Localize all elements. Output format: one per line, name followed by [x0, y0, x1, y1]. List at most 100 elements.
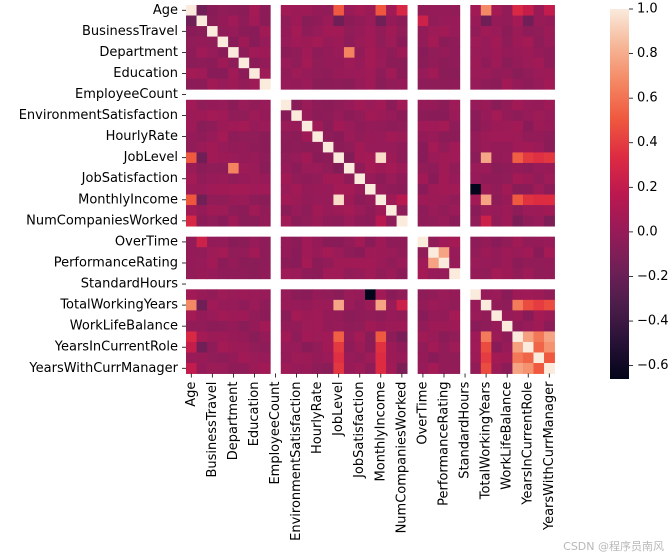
heatmap-cell [522, 236, 534, 248]
heatmap-cell [354, 162, 366, 174]
heatmap-cell [186, 184, 197, 195]
heatmap-cell [238, 120, 250, 132]
heatmap-cell [386, 99, 397, 111]
heatmap-cell [491, 26, 503, 37]
heatmap-cell [354, 173, 366, 185]
heatmap-cell [533, 78, 545, 90]
heatmap-cell [449, 68, 461, 80]
heatmap-cell [428, 26, 440, 37]
heatmap-cell [417, 110, 429, 122]
heatmap-cell [449, 110, 461, 122]
heatmap-cell [238, 78, 250, 90]
heatmap-cell [428, 141, 440, 153]
heatmap-cell [501, 162, 513, 174]
heatmap-cell [470, 268, 482, 280]
heatmap-cell [333, 205, 345, 216]
heatmap-cell [322, 141, 334, 153]
heatmap-cell [280, 99, 292, 111]
heatmap-cell [386, 47, 397, 59]
heatmap-cell [544, 15, 555, 27]
heatmap-cell [512, 26, 524, 37]
heatmap-cell [259, 331, 271, 343]
heatmap-cell [428, 162, 440, 174]
heatmap-cell [470, 320, 482, 332]
heatmap-cell [396, 247, 408, 259]
heatmap-cell [470, 194, 482, 206]
heatmap-cell [396, 331, 408, 343]
heatmap-cell [522, 78, 534, 90]
heatmap-cell [480, 99, 492, 111]
heatmap-cell [301, 236, 313, 248]
heatmap-cell [291, 320, 303, 332]
heatmap-cell [207, 257, 218, 269]
heatmap-cell [322, 341, 334, 353]
y-tick-label: OverTime [115, 234, 178, 249]
heatmap-cell [196, 131, 208, 143]
heatmap-cell [343, 26, 355, 37]
heatmap-cell [544, 341, 555, 353]
heatmap-cell [491, 352, 503, 364]
heatmap-cell [301, 310, 313, 322]
heatmap-cell [522, 26, 534, 37]
heatmap-cell [301, 57, 313, 69]
heatmap-cell [217, 26, 229, 37]
heatmap-cell [228, 257, 240, 269]
heatmap-cell [207, 331, 218, 343]
heatmap-cell [428, 310, 440, 322]
heatmap-cell [470, 162, 482, 174]
heatmap-cell [512, 184, 524, 195]
heatmap-cell [417, 236, 429, 248]
heatmap-cell [196, 99, 208, 111]
heatmap-cell [501, 194, 513, 206]
heatmap-cell [238, 320, 250, 332]
heatmap-cell [217, 15, 229, 27]
heatmap-cell [533, 257, 545, 269]
colorbar-tick-label: −0.2 [637, 269, 669, 284]
heatmap-cell [207, 320, 218, 332]
heatmap-cell [301, 47, 313, 59]
heatmap-cell [217, 363, 229, 374]
heatmap-cell [544, 184, 555, 195]
heatmap-cell [207, 47, 218, 59]
heatmap-cell [512, 310, 524, 322]
colorbar-tick-label: 0.4 [637, 135, 658, 150]
heatmap-cell [522, 299, 534, 311]
heatmap-cell [386, 352, 397, 364]
heatmap-cell [291, 236, 303, 248]
heatmap-cell [396, 310, 408, 322]
heatmap-cell [375, 257, 387, 269]
heatmap-cell [533, 131, 545, 143]
heatmap-cell [207, 215, 218, 227]
heatmap-cell [375, 310, 387, 322]
heatmap-cell [228, 120, 240, 132]
heatmap-cell [491, 173, 503, 185]
heatmap-cell [196, 310, 208, 322]
heatmap-cell [375, 36, 387, 48]
heatmap-cell [228, 289, 240, 301]
heatmap-cell [501, 99, 513, 111]
heatmap-cell [196, 5, 208, 16]
heatmap-cell [322, 268, 334, 280]
heatmap-cell [259, 205, 271, 216]
y-tick-label: EnvironmentSatisfaction [19, 108, 178, 123]
heatmap-cell [533, 363, 545, 374]
heatmap-cell [249, 99, 261, 111]
heatmap-cell [480, 268, 492, 280]
y-tick-label: WorkLifeBalance [70, 319, 178, 334]
heatmap-cell [512, 120, 524, 132]
heatmap-cell [365, 331, 376, 343]
heatmap-cell [196, 78, 208, 90]
heatmap-cell [343, 57, 355, 69]
heatmap-cell [312, 205, 324, 216]
heatmap-cell [438, 341, 450, 353]
x-tick-label: BusinessTravel [205, 382, 220, 478]
heatmap-cell [375, 162, 387, 174]
heatmap-cell [186, 310, 197, 322]
heatmap-cell [438, 120, 450, 132]
y-tick-label: StandardHours [81, 277, 178, 292]
heatmap-cell [280, 120, 292, 132]
heatmap-cell [491, 99, 503, 111]
heatmap-cell [501, 152, 513, 164]
heatmap-cell [238, 26, 250, 37]
y-tick-label: EmployeeCount [75, 87, 178, 102]
